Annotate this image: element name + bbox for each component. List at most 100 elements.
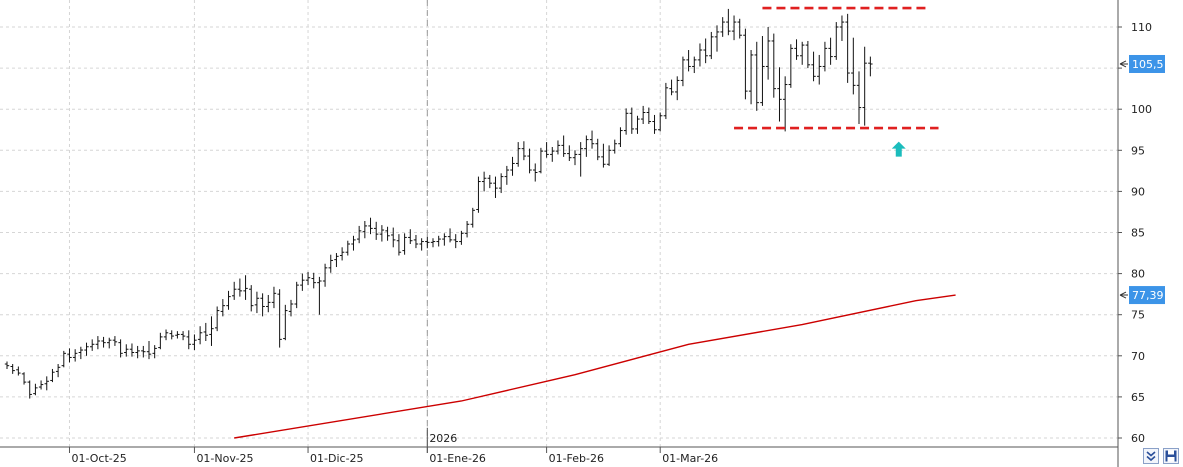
ohlc-bar (186, 330, 191, 350)
ohlc-bar (606, 145, 612, 166)
ohlc-bar (141, 345, 146, 358)
ohlc-bar (203, 322, 208, 342)
ohlc-bar (567, 145, 572, 161)
y-tick-label: 65 (1131, 391, 1145, 404)
ohlc-bar (618, 127, 623, 148)
ohlc-bar (237, 278, 243, 297)
x-tick-label: 01-Mar-26 (662, 452, 718, 465)
ohlc-bar (379, 225, 385, 242)
y-tick-label: 90 (1131, 185, 1145, 198)
floppy-disk-icon (1165, 450, 1177, 462)
ohlc-bar (731, 15, 737, 41)
ohlc-bar (442, 233, 447, 246)
ohlc-bar (748, 50, 754, 105)
ohlc-bar (697, 43, 703, 67)
ohlc-bar (21, 372, 27, 385)
ohlc-bar (447, 228, 453, 243)
ohlc-bar (214, 306, 220, 332)
ohlc-bar (328, 254, 333, 273)
ohlc-bar (680, 56, 686, 87)
ohlc-bar (175, 331, 180, 339)
ohlc-bar (118, 339, 123, 358)
ohlc-bar (339, 247, 345, 261)
ohlc-bar (726, 8, 731, 36)
ohlc-bar (487, 174, 492, 189)
y-tick-label: 60 (1131, 432, 1145, 445)
annotation-layer (734, 6, 939, 157)
ohlc-bar (197, 326, 203, 345)
ohlc-bar (862, 46, 867, 126)
ohlc-bar (811, 51, 816, 82)
ohlc-bar (646, 107, 652, 124)
ohlc-bar (561, 135, 566, 157)
ohlc-bar (305, 271, 311, 286)
ohlc-bar (834, 22, 839, 60)
ohlc-bar (362, 220, 368, 239)
x-tick-label: 01-Oct-25 (71, 452, 126, 465)
ohlc-bar (675, 76, 680, 101)
ohlc-bar (180, 331, 186, 341)
ohlc-bar (669, 79, 674, 96)
ohlc-bar (425, 236, 430, 249)
grid-lines (0, 0, 1118, 447)
ohlc-bar (101, 336, 106, 348)
ohlc-bar (283, 304, 288, 341)
ohlc-bar (765, 27, 771, 80)
year-label: 2026 (429, 432, 457, 445)
ohlc-bar (288, 299, 294, 317)
ohlc-bar (828, 37, 833, 65)
ohlc-bar (481, 171, 487, 192)
ohlc-bar (851, 37, 856, 95)
ohlc-bar (84, 342, 89, 356)
ohlc-bar (33, 383, 38, 396)
ohlc-bar (743, 28, 748, 100)
ohlc-bar (243, 275, 248, 300)
ohlc-bar (396, 234, 402, 256)
ohlc-bar (538, 147, 544, 174)
ohlc-bar (720, 17, 725, 37)
last-price-badge-label: 105,5 (1132, 58, 1164, 71)
ohlc-bar (470, 207, 475, 228)
arrow-up-icon (891, 141, 906, 157)
ohlc-bar (464, 220, 470, 238)
ohlc-bar (368, 217, 373, 235)
ohlc-bar (38, 380, 44, 390)
ohlc-bar (760, 36, 765, 106)
x-tick-label: 01-Feb-26 (549, 452, 604, 465)
ohlc-bar (374, 221, 379, 240)
moving-average-badge-bg (1129, 286, 1165, 305)
ohlc-bar (152, 345, 157, 359)
ohlc-bar (402, 233, 407, 255)
ohlc-bar (10, 364, 15, 374)
ohlc-bar (533, 163, 538, 182)
ohlc-bar (4, 361, 10, 369)
ohlc-bar (300, 273, 305, 291)
expand-button[interactable] (1143, 448, 1159, 464)
ohlc-bar (504, 165, 510, 185)
ohlc-bar (163, 329, 169, 341)
ohlc-bar (135, 345, 140, 359)
moving-average-layer (234, 294, 956, 439)
y-tick-label: 70 (1131, 350, 1145, 363)
ohlc-bar (158, 332, 163, 350)
ohlc-bar (623, 108, 629, 135)
ohlc-bar (391, 227, 396, 248)
ohlc-bar (782, 76, 788, 132)
ohlc-bar (453, 234, 458, 249)
ohlc-bar (845, 13, 850, 83)
ohlc-bar (129, 343, 135, 357)
x-tick-label: 01-Nov-25 (196, 452, 253, 465)
ohlc-bar (578, 142, 583, 177)
save-button[interactable] (1163, 448, 1179, 464)
ohlc-bar (550, 147, 555, 162)
ohlc-bar (589, 130, 595, 149)
ohlc-bar (521, 141, 527, 161)
ohlc-bar (771, 33, 776, 98)
ohlc-bar (90, 339, 95, 351)
ohlc-bar (254, 291, 260, 314)
ohlc-bar (61, 350, 66, 368)
moving-average-badge-pointer (1119, 291, 1128, 299)
ohlc-bar (822, 41, 828, 72)
